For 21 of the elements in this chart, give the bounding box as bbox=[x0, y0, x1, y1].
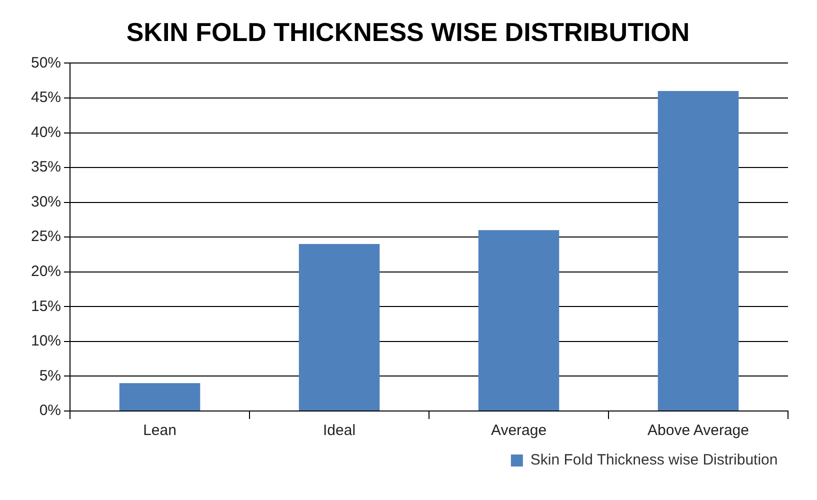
x-tick-label: Lean bbox=[143, 422, 176, 440]
y-tick-label: 50% bbox=[30, 54, 62, 72]
y-tick-label: 20% bbox=[30, 263, 62, 280]
y-tick-label: 25% bbox=[30, 228, 62, 246]
bar bbox=[478, 230, 560, 410]
bar bbox=[119, 383, 200, 410]
y-tick-label: 0% bbox=[39, 402, 62, 420]
x-tick-label: Ideal bbox=[323, 422, 356, 440]
bar bbox=[658, 91, 739, 410]
y-tick-label: 45% bbox=[30, 89, 62, 106]
y-tick-label: 15% bbox=[30, 298, 62, 315]
bar bbox=[298, 244, 380, 410]
x-tick-label: Above Average bbox=[648, 422, 749, 440]
y-tick-label: 5% bbox=[39, 367, 62, 384]
x-tick-label: Average bbox=[490, 422, 547, 440]
y-tick-label: 10% bbox=[30, 332, 62, 350]
y-tick-label: 40% bbox=[30, 124, 62, 141]
chart-title: SKIN FOLD THICKNESS WISE DISTRIBUTION bbox=[126, 16, 690, 47]
y-tick-label: 35% bbox=[30, 158, 62, 176]
legend-label: Skin Fold Thickness wise Distribution bbox=[530, 452, 778, 469]
y-tick-label: 30% bbox=[30, 193, 62, 210]
